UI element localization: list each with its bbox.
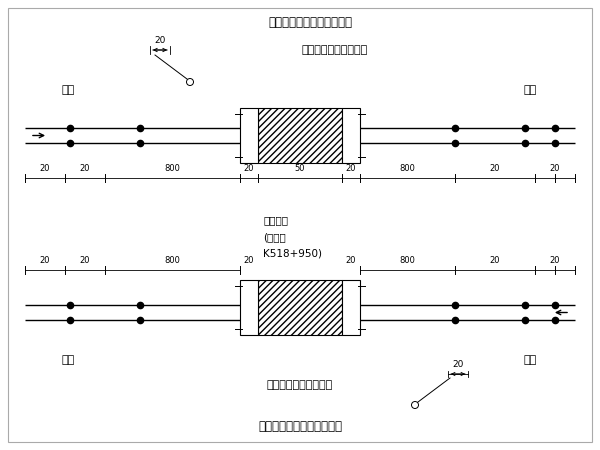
Text: 20: 20 [80, 256, 90, 265]
Text: 800: 800 [400, 164, 415, 173]
Text: 哨墩: 哨墩 [523, 85, 536, 95]
Text: 20: 20 [346, 164, 356, 173]
Text: 20: 20 [490, 164, 500, 173]
Text: 移动停车信号牌（灯）: 移动停车信号牌（灯） [302, 45, 368, 55]
Text: 哨墩: 哨墩 [523, 355, 536, 365]
Bar [342, 280, 360, 335]
Text: 显示停车手信号的防护人员: 显示停车手信号的防护人员 [258, 419, 342, 432]
Text: K518+950): K518+950) [263, 249, 322, 259]
Text: 800: 800 [164, 164, 181, 173]
Text: 50: 50 [295, 164, 305, 173]
Bar [342, 108, 360, 163]
Text: 20: 20 [244, 164, 254, 173]
Bar [240, 280, 258, 335]
Text: 20: 20 [346, 256, 356, 265]
Text: 20: 20 [80, 164, 90, 173]
Text: 800: 800 [400, 256, 415, 265]
Text: (沪昆线: (沪昆线 [263, 232, 286, 242]
Text: 20: 20 [244, 256, 254, 265]
Text: 哨墩: 哨墩 [61, 85, 74, 95]
Bar [258, 108, 342, 163]
Text: 哨墩: 哨墩 [61, 355, 74, 365]
Text: 20: 20 [550, 164, 560, 173]
Text: 800: 800 [164, 256, 181, 265]
Text: 移动停车信号牌（灯）: 移动停车信号牌（灯） [267, 380, 333, 390]
Bar [240, 108, 258, 163]
Text: 20: 20 [40, 164, 50, 173]
Bar [258, 280, 342, 335]
Text: 20: 20 [40, 256, 50, 265]
Text: 20: 20 [550, 256, 560, 265]
Text: 20: 20 [490, 256, 500, 265]
Text: 施工地点: 施工地点 [263, 215, 288, 225]
Text: 20: 20 [154, 36, 166, 45]
Text: 显示停车手信号的防护人员: 显示停车手信号的防护人员 [268, 15, 352, 28]
Text: 20: 20 [452, 360, 464, 369]
